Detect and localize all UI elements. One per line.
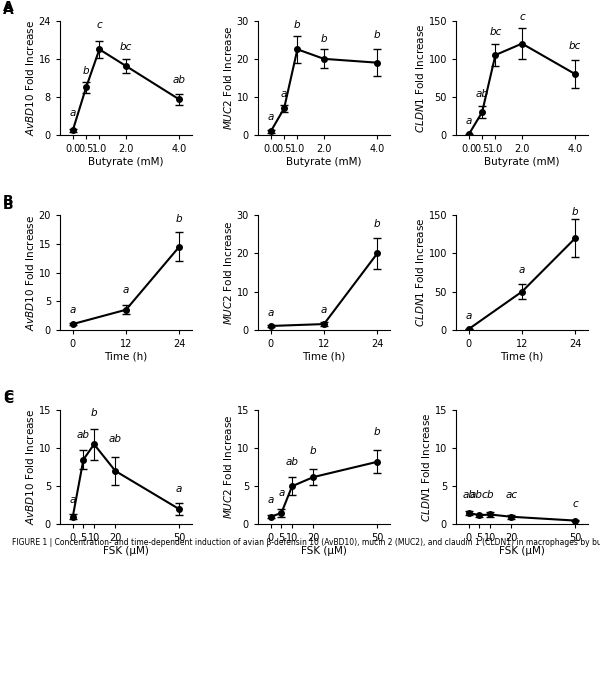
Y-axis label: $\mathit{MUC2}$ Fold Increase: $\mathit{MUC2}$ Fold Increase: [222, 415, 234, 520]
X-axis label: Butyrate (mM): Butyrate (mM): [88, 157, 164, 167]
X-axis label: FSK (μM): FSK (μM): [499, 546, 545, 556]
Text: b: b: [310, 446, 317, 455]
Y-axis label: $\mathit{MUC2}$ Fold Increase: $\mathit{MUC2}$ Fold Increase: [222, 220, 234, 325]
Text: a: a: [176, 484, 182, 494]
Text: abc: abc: [470, 490, 489, 500]
Y-axis label: $\mathit{AvBD10}$ Fold Increase: $\mathit{AvBD10}$ Fold Increase: [24, 409, 36, 525]
Text: C: C: [3, 389, 13, 403]
Text: b: b: [374, 219, 380, 228]
Y-axis label: $\mathit{MUC2}$ Fold Increase: $\mathit{MUC2}$ Fold Increase: [222, 26, 234, 130]
Text: A: A: [3, 0, 14, 14]
Text: C: C: [3, 393, 13, 406]
Text: c: c: [572, 499, 578, 509]
X-axis label: Butyrate (mM): Butyrate (mM): [484, 157, 560, 167]
Text: a: a: [268, 495, 274, 505]
Text: bc: bc: [120, 41, 132, 52]
Text: a: a: [466, 310, 472, 321]
Text: ab: ab: [286, 457, 299, 467]
Text: b: b: [374, 30, 380, 40]
Text: b: b: [176, 214, 182, 224]
Text: a: a: [278, 488, 284, 497]
Text: a: a: [268, 308, 274, 318]
X-axis label: Time (h): Time (h): [104, 352, 148, 362]
Text: a: a: [466, 116, 472, 126]
Text: c: c: [97, 20, 102, 30]
Y-axis label: $\mathit{CLDN1}$ Fold Increase: $\mathit{CLDN1}$ Fold Increase: [413, 218, 425, 327]
Text: b: b: [91, 408, 97, 417]
X-axis label: Time (h): Time (h): [302, 352, 346, 362]
Text: a: a: [519, 265, 525, 275]
Text: ab: ab: [173, 75, 186, 85]
Text: B: B: [3, 198, 14, 212]
X-axis label: FSK (μM): FSK (μM): [103, 546, 149, 556]
Text: b: b: [320, 34, 328, 43]
Text: FIGURE 1 | Concentration- and time-dependent induction of avian β-defensin 10 (A: FIGURE 1 | Concentration- and time-depen…: [12, 538, 600, 547]
Text: b: b: [294, 20, 301, 30]
Text: a: a: [70, 306, 76, 315]
Text: b: b: [572, 207, 578, 217]
Text: c: c: [519, 12, 525, 22]
X-axis label: FSK (μM): FSK (μM): [301, 546, 347, 556]
Text: A: A: [3, 3, 14, 17]
Text: b: b: [83, 66, 89, 75]
Text: a: a: [321, 304, 327, 315]
Text: b: b: [487, 490, 493, 500]
Text: b: b: [374, 426, 380, 437]
Text: B: B: [3, 195, 14, 208]
X-axis label: Butyrate (mM): Butyrate (mM): [286, 157, 362, 167]
Text: ab: ab: [109, 434, 122, 444]
Text: ab: ab: [77, 431, 90, 440]
Text: a: a: [70, 108, 76, 119]
Text: bc: bc: [489, 28, 502, 37]
Text: ab: ab: [462, 490, 475, 500]
Text: ab: ab: [476, 88, 488, 99]
Y-axis label: $\mathit{CLDN1}$ Fold Increase: $\mathit{CLDN1}$ Fold Increase: [420, 413, 432, 522]
Text: a: a: [268, 112, 274, 122]
X-axis label: Time (h): Time (h): [500, 352, 544, 362]
Y-axis label: $\mathit{AvBD10}$ Fold Increase: $\mathit{AvBD10}$ Fold Increase: [24, 20, 36, 136]
Text: bc: bc: [569, 41, 581, 51]
Y-axis label: $\mathit{CLDN1}$ Fold Increase: $\mathit{CLDN1}$ Fold Increase: [413, 23, 425, 132]
Text: a: a: [123, 286, 129, 295]
Y-axis label: $\mathit{AvBD10}$ Fold Increase: $\mathit{AvBD10}$ Fold Increase: [24, 215, 36, 331]
Text: a: a: [70, 495, 76, 505]
Text: ac: ac: [505, 490, 517, 500]
Text: a: a: [281, 89, 287, 99]
